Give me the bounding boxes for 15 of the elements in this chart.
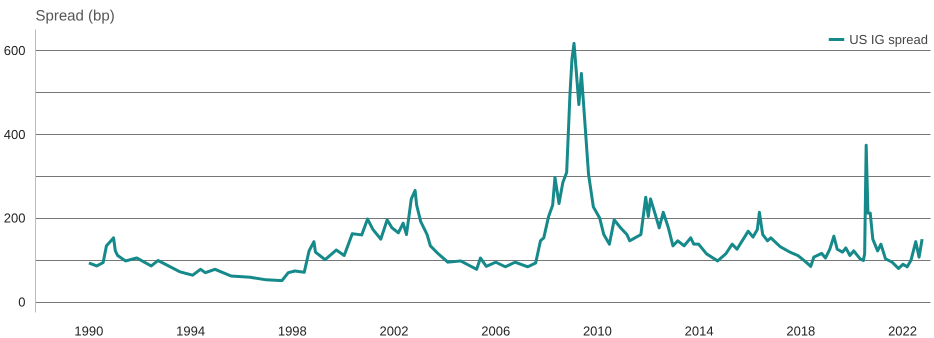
legend-label: US IG spread bbox=[849, 32, 928, 46]
x-tick-label: 2018 bbox=[786, 324, 816, 338]
x-tick-label: 2022 bbox=[888, 324, 917, 338]
x-tick-label: 2014 bbox=[684, 324, 714, 338]
x-tick-label: 2002 bbox=[380, 324, 408, 338]
y-axis-title: Spread (bp) bbox=[36, 8, 115, 24]
x-tick-label: 2006 bbox=[481, 324, 510, 338]
y-tick-label: 600 bbox=[4, 42, 26, 58]
y-tick-label: 0 bbox=[18, 294, 26, 310]
y-tick-label: 400 bbox=[4, 126, 26, 142]
x-tick-label: 2010 bbox=[582, 324, 612, 338]
y-tick-label: 200 bbox=[4, 210, 26, 226]
x-tick-label: 1994 bbox=[176, 324, 206, 338]
x-tick-label: 1990 bbox=[74, 324, 104, 338]
x-tick-label: 1998 bbox=[278, 324, 307, 338]
